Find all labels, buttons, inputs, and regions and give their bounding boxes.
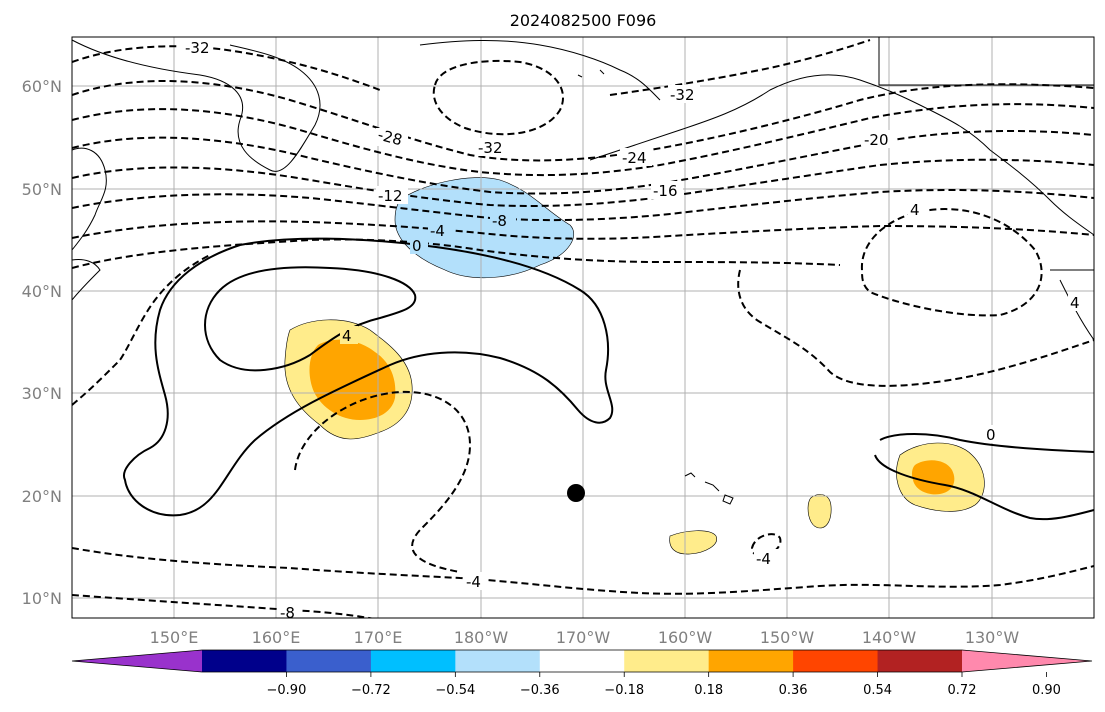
map-area: -32 -32 -32 -28 -24 -20 -16 -12 -8 -4 0 … xyxy=(72,37,1094,622)
contour-minus-4-south xyxy=(72,547,1094,595)
contour-labels: -32 -32 -32 -28 -24 -20 -16 -12 -8 -4 0 … xyxy=(180,38,1086,622)
contour-4-inner xyxy=(204,266,417,372)
contour-label: 4 xyxy=(910,201,920,219)
contour-minus-28 xyxy=(72,80,1094,162)
contour-minus-20 xyxy=(72,129,1094,195)
contour-minus-8 xyxy=(72,220,1094,240)
contour-minus-32-east xyxy=(609,39,871,96)
colorbar-segment xyxy=(455,650,541,672)
contour-label: -8 xyxy=(492,212,507,230)
lon-label: 170°E xyxy=(354,628,403,647)
contour-zero-west xyxy=(123,237,614,517)
contour-label: 0 xyxy=(986,426,996,444)
colorbar-segment xyxy=(202,650,287,672)
contour-label: -4 xyxy=(756,550,771,568)
contour-label: -24 xyxy=(622,149,647,167)
colorbar-tick-label: 0.36 xyxy=(779,683,808,698)
contour-minus-16 xyxy=(72,158,1094,207)
strong-positive-area-1 xyxy=(309,339,396,420)
positive-anomaly-area-3 xyxy=(669,530,717,555)
colorbar-segment xyxy=(539,650,625,672)
positive-anomaly-area-4 xyxy=(807,494,832,529)
contour-label: -4 xyxy=(466,573,481,591)
colorbar-tick-label: −0.72 xyxy=(351,683,391,698)
colorbar-tick-label: −0.36 xyxy=(520,683,560,698)
storm-center-dot xyxy=(567,484,585,502)
lon-label: 150°W xyxy=(760,628,815,647)
contour-label: -8 xyxy=(280,604,295,622)
colorbar-segment xyxy=(708,650,794,672)
contour-zero-east xyxy=(874,433,1094,521)
contour-minus-4-north xyxy=(72,238,841,269)
contour-label: -28 xyxy=(376,126,404,150)
colorbar-segment xyxy=(286,650,372,672)
colorbar-tick-label: −0.90 xyxy=(267,683,307,698)
colorbar-tick-label: −0.18 xyxy=(604,683,644,698)
contour-label: -32 xyxy=(478,139,503,157)
colorbar-tick-label: 0.54 xyxy=(863,683,892,698)
contour-minus-4-middle xyxy=(294,390,472,573)
lat-label: 60°N xyxy=(22,77,62,96)
longitude-labels: 150°E 160°E 170°E 180°W 170°W 160°W 150°… xyxy=(150,628,1020,647)
latitude-labels: 60°N 50°N 40°N 30°N 20°N 10°N xyxy=(22,77,62,608)
contour-minus-24 xyxy=(72,103,1094,177)
colorbar-tick-label: 0.72 xyxy=(948,683,977,698)
colorbar: −0.90 −0.72 −0.54 −0.36 −0.18 0.18 0.36 0.54 0.7… xyxy=(71,649,1093,698)
contour-label: -16 xyxy=(653,182,678,200)
contour-label: -32 xyxy=(185,39,210,57)
colorbar-segment xyxy=(793,650,879,672)
colorbar-tick-label: 0.90 xyxy=(1032,683,1061,698)
contour-minus-4-west xyxy=(72,254,211,406)
colorbar-tick-label: 0.18 xyxy=(694,683,723,698)
contour-label: -32 xyxy=(670,86,695,104)
contour-4-east xyxy=(860,208,1043,317)
colorbar-segment xyxy=(877,650,963,672)
colorbar-segment xyxy=(624,650,710,672)
lat-label: 10°N xyxy=(22,589,62,608)
contour-label: -4 xyxy=(430,222,445,240)
contour-minus-32-west xyxy=(72,45,381,91)
contour-label: 4 xyxy=(342,327,352,345)
negative-anomaly-area xyxy=(394,177,575,279)
map-frame xyxy=(71,36,1095,619)
contour-label: -12 xyxy=(378,187,403,205)
contour-label: -20 xyxy=(864,131,889,149)
lon-label: 150°E xyxy=(150,628,199,647)
lon-label: 180°W xyxy=(454,628,509,647)
lat-label: 50°N xyxy=(22,180,62,199)
strong-positive-area-2 xyxy=(911,460,955,495)
contour-label: 4 xyxy=(1070,294,1080,312)
lon-label: 170°W xyxy=(556,628,611,647)
map-title: 2024082500 F096 xyxy=(510,11,657,30)
lon-label: 140°W xyxy=(862,628,917,647)
lon-label: 160°E xyxy=(252,628,301,647)
lat-label: 30°N xyxy=(22,384,62,403)
lat-label: 40°N xyxy=(22,282,62,301)
contour-minus-12 xyxy=(72,189,1094,222)
contour-minus-8-south xyxy=(72,594,375,618)
contour-label: 0 xyxy=(412,237,422,255)
colorbar-segment xyxy=(370,650,456,672)
lon-label: 130°W xyxy=(965,628,1020,647)
contour-minus-4-east-loop xyxy=(737,269,1094,387)
lon-label: 160°W xyxy=(658,628,713,647)
lat-label: 20°N xyxy=(22,487,62,506)
colorbar-extend-low xyxy=(72,650,202,672)
colorbar-outline xyxy=(71,649,1093,673)
contour-minus-32-closed xyxy=(432,59,565,136)
contour-lines xyxy=(72,39,1094,618)
colorbar-tick-label: −0.54 xyxy=(435,683,475,698)
colorbar-extend-high xyxy=(962,650,1092,672)
